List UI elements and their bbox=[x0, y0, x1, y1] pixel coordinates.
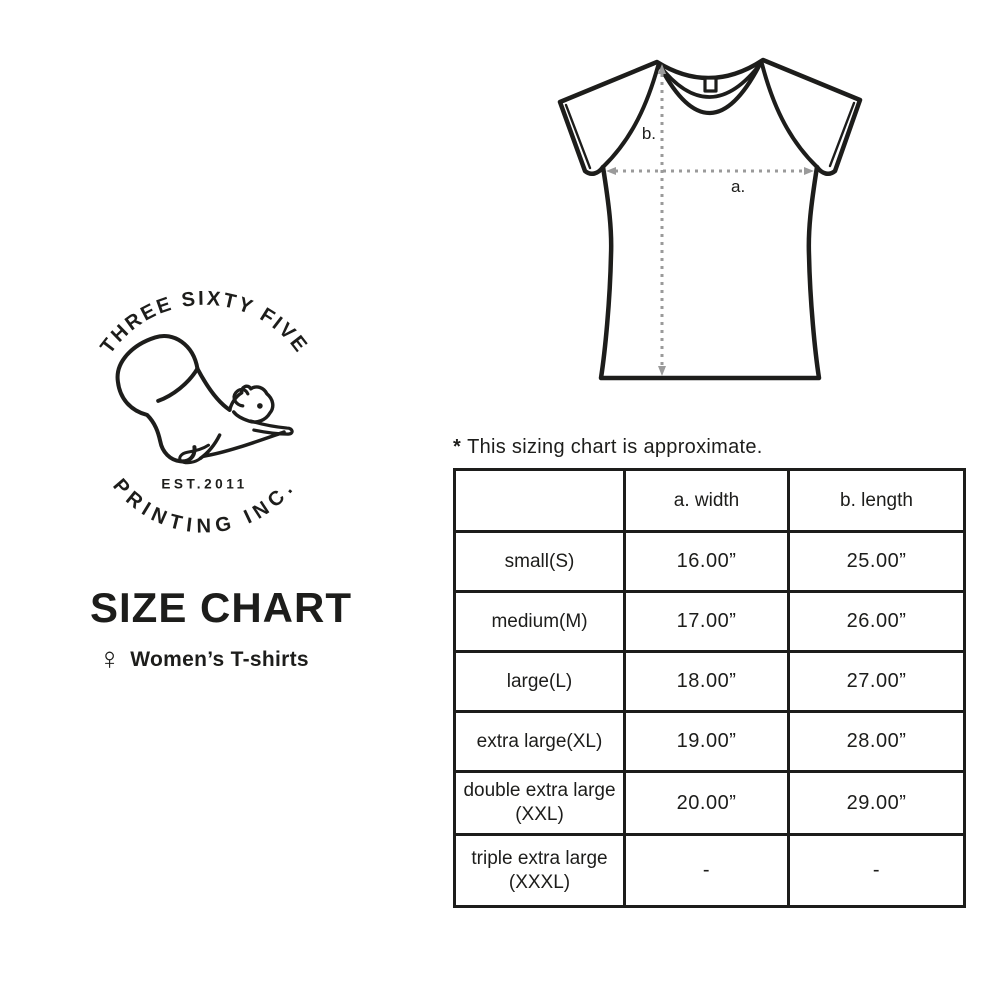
left-cuff-line bbox=[564, 103, 592, 170]
neck-tag bbox=[703, 76, 718, 93]
squirrel-belly bbox=[201, 430, 286, 459]
table-row-medium: medium(M) 17.00” 26.00” bbox=[453, 590, 966, 653]
length-arrow-bottom bbox=[658, 366, 666, 376]
size-label-cell: extra large(XL) bbox=[453, 710, 626, 773]
tshirt-outline bbox=[557, 57, 863, 381]
table-row-extra-large: extra large(XL) 19.00” 28.00” bbox=[453, 710, 966, 773]
size-table: a. width b. length small(S) 16.00” 25.00… bbox=[453, 468, 966, 908]
length-arrow-top bbox=[658, 64, 666, 74]
logo-est-text: EST.2011 bbox=[161, 476, 247, 491]
length-value-cell: - bbox=[787, 833, 966, 908]
note-asterisk: * bbox=[453, 436, 462, 458]
table-row-small: small(S) 16.00” 25.00” bbox=[453, 530, 966, 593]
size-label-cell: large(L) bbox=[453, 650, 626, 713]
squirrel-head bbox=[227, 384, 275, 424]
right-armhole-seam bbox=[760, 62, 819, 169]
width-label: a. bbox=[731, 177, 745, 196]
length-label: b. bbox=[642, 124, 656, 143]
length-column-header: b. length bbox=[787, 468, 966, 533]
width-value-cell: 17.00” bbox=[623, 590, 790, 653]
length-value-cell: 28.00” bbox=[787, 710, 966, 773]
table-header-row: a. width b. length bbox=[453, 468, 966, 533]
width-value-cell: 19.00” bbox=[623, 710, 790, 773]
size-label-cell: triple extra large (XXXL) bbox=[453, 833, 626, 908]
measurement-guides: b. a. bbox=[606, 64, 814, 376]
table-row-double-extra-large: double extra large (XXL) 20.00” 29.00” bbox=[453, 770, 966, 836]
size-column-header bbox=[453, 468, 626, 533]
width-arrow-left bbox=[606, 167, 616, 175]
squirrel-hind-leg bbox=[198, 433, 222, 461]
length-value-cell: 27.00” bbox=[787, 650, 966, 713]
squirrel-foreleg bbox=[249, 419, 294, 436]
width-value-cell: 18.00” bbox=[623, 650, 790, 713]
squirrel-tail-swirl bbox=[156, 366, 200, 403]
squirrel-hind-foot bbox=[178, 443, 211, 465]
width-arrow-right bbox=[804, 167, 814, 175]
squirrel-eye bbox=[257, 403, 263, 409]
subtitle-text: Women’s T-shirts bbox=[130, 647, 309, 671]
size-label-cell: small(S) bbox=[453, 530, 626, 593]
left-armhole-seam bbox=[601, 64, 660, 169]
tshirt-diagram: b. a. bbox=[557, 57, 863, 381]
brand-logo: THREE SIXTY FIVE PRINTING INC. EST.2011 bbox=[96, 288, 312, 538]
length-value-cell: 25.00” bbox=[787, 530, 966, 593]
squirrel-mascot-icon bbox=[115, 334, 294, 465]
note-text: This sizing chart is approximate. bbox=[467, 436, 763, 458]
length-value-cell: 26.00” bbox=[787, 590, 966, 653]
width-value-cell: - bbox=[623, 833, 790, 908]
width-value-cell: 16.00” bbox=[623, 530, 790, 593]
table-row-large: large(L) 18.00” 27.00” bbox=[453, 650, 966, 713]
width-column-header: a. width bbox=[623, 468, 790, 533]
page-subtitle: ♀ Women’s T-shirts bbox=[98, 641, 309, 676]
logo-arc-top-text: THREE SIXTY FIVE bbox=[96, 288, 312, 358]
page-title: SIZE CHART bbox=[90, 584, 352, 631]
squirrel-front-paw bbox=[232, 387, 250, 408]
squirrel-tail bbox=[115, 334, 200, 464]
right-cuff-line bbox=[828, 101, 856, 168]
female-symbol-icon: ♀ bbox=[98, 641, 122, 676]
collar-band-outer bbox=[658, 63, 762, 116]
length-value-cell: 29.00” bbox=[787, 770, 966, 836]
approximate-note: * This sizing chart is approximate. bbox=[453, 436, 763, 459]
squirrel-back bbox=[195, 366, 232, 412]
collar-band-inner bbox=[657, 61, 763, 99]
size-label-cell: medium(M) bbox=[453, 590, 626, 653]
table-row-triple-extra-large: triple extra large (XXXL) - - bbox=[453, 833, 966, 908]
width-value-cell: 20.00” bbox=[623, 770, 790, 836]
size-label-cell: double extra large (XXL) bbox=[453, 770, 626, 836]
